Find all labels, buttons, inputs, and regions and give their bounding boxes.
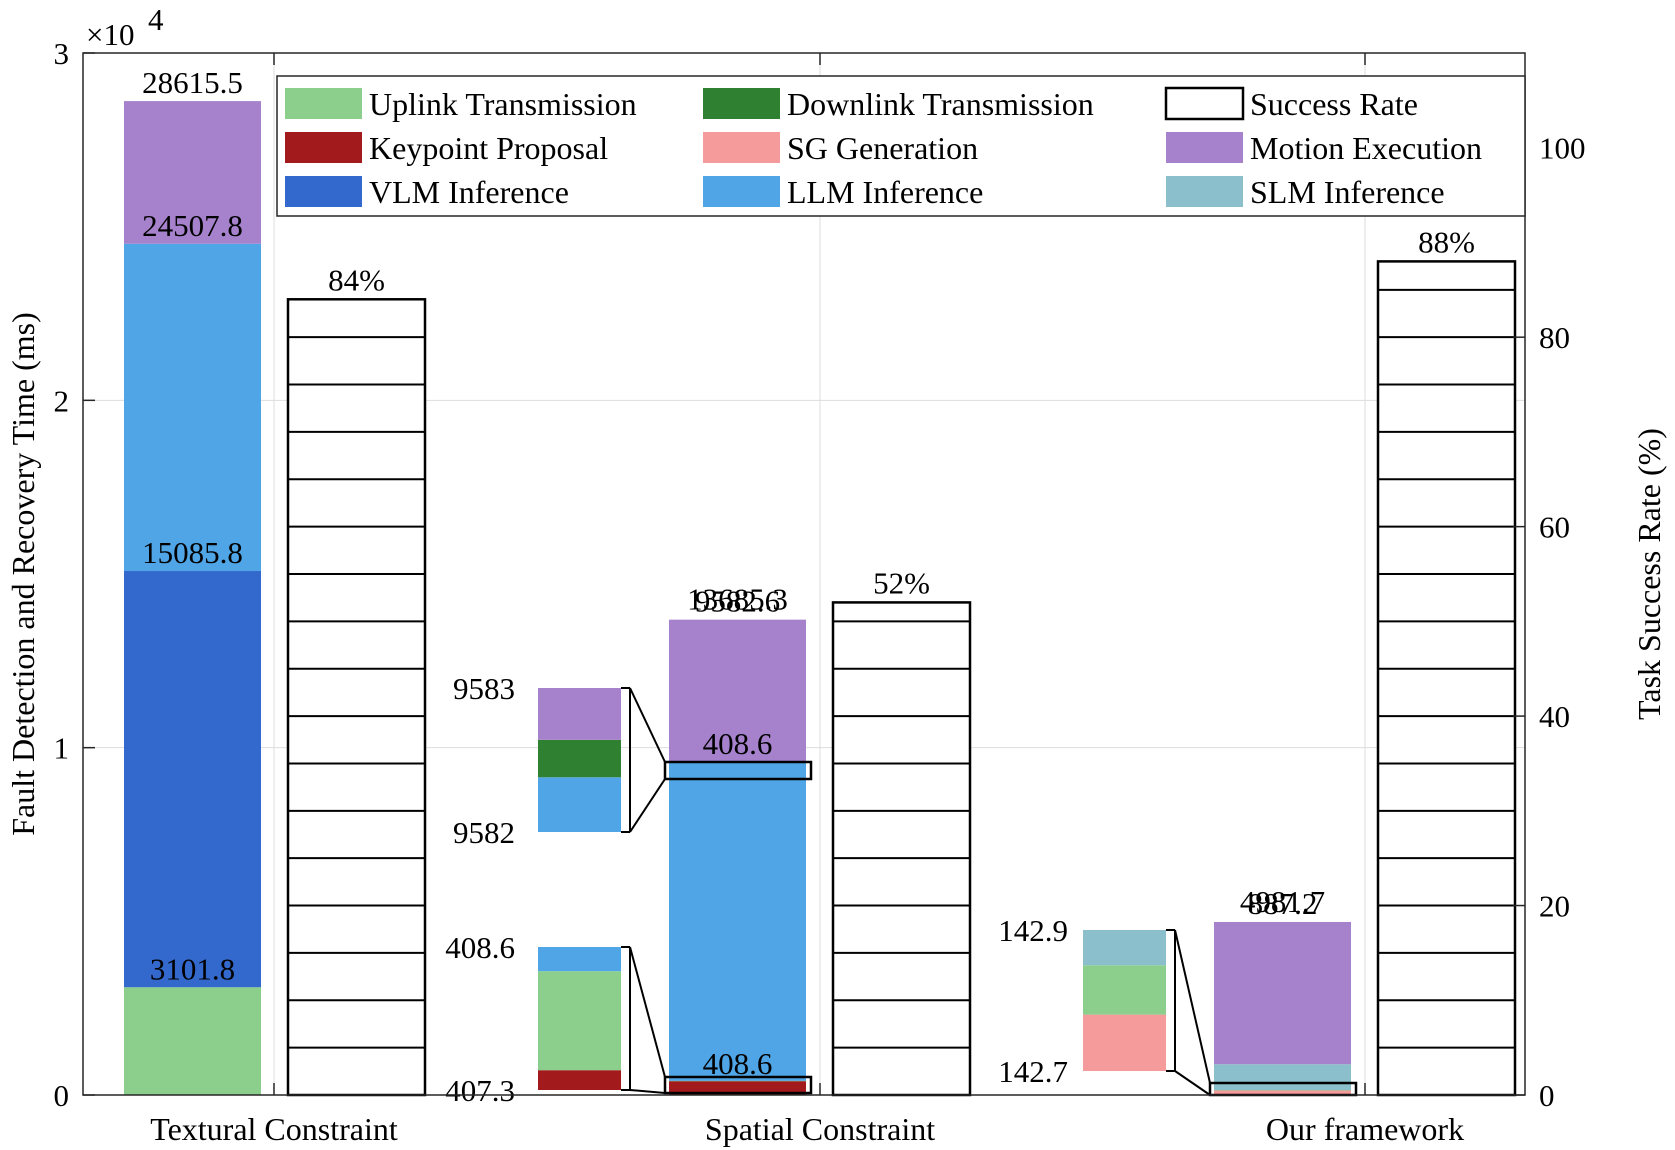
bar-segment-uplink-transmission [124, 987, 261, 1095]
inset-range-label-low: 142.7 [998, 1054, 1068, 1089]
bar-segment-motion-execution [124, 101, 261, 244]
legend-swatch-llm-inference [703, 176, 780, 207]
zoom-connector-line [629, 778, 666, 833]
bar-segment-sg-generation [1214, 1090, 1351, 1095]
zoom-connector-line [629, 1089, 666, 1094]
legend: Uplink Transmission Downlink Transmission… [276, 75, 1526, 217]
legend-swatch-vlm-inference [285, 176, 362, 207]
category-label: Spatial Constraint [705, 1111, 935, 1147]
bar-segment-keypoint-proposal [669, 1080, 806, 1095]
success-rate-bar [286, 298, 427, 1097]
legend-swatch-slm-inference [1166, 176, 1243, 207]
bar-segment-uplink-transmission [1214, 1090, 1351, 1091]
success-rate-label: 52% [873, 565, 930, 600]
legend-label: Success Rate [1250, 86, 1418, 122]
plot-frame [82, 52, 1526, 1096]
bar-segment-llm-inference [124, 243, 261, 572]
right-tick-label: 40 [1539, 699, 1570, 734]
segment-value-label: 408.6 [703, 726, 773, 761]
left-tick-label: 2 [54, 383, 70, 418]
inset-segment-downlink-transmission [538, 739, 621, 778]
segment-value-label: 887.2 [1248, 886, 1318, 921]
success-rate-label: 84% [328, 262, 385, 297]
inset-segment-llm-inference [538, 777, 621, 832]
axis-exponent-power: 4 [148, 2, 164, 37]
legend-label: Motion Execution [1250, 130, 1482, 166]
bar-segment-slm-inference [1214, 1064, 1351, 1091]
right-tick-label: 100 [1539, 131, 1586, 166]
success-rate-bar [831, 601, 972, 1097]
inset-segment-uplink-transmission [1083, 965, 1166, 1015]
inset-segment-keypoint-proposal [538, 1070, 621, 1090]
right-tick-label: 0 [1539, 1078, 1555, 1113]
bars: 3101.8 15085.8 24507.8 28615.5 408.6 9582.613… [124, 65, 1517, 1097]
left-tick-label: 3 [54, 36, 70, 71]
legend-label: Keypoint Proposal [369, 130, 608, 166]
segment-value-label: 3101.8 [150, 951, 235, 986]
inset-segment-llm-inference [538, 947, 621, 972]
bar-segment-motion-execution [1214, 921, 1351, 1065]
left-axis-title: Fault Detection and Recovery Time (ms) [5, 312, 41, 835]
legend-box [276, 75, 1526, 217]
category-label: Our framework [1266, 1111, 1464, 1147]
legend-label: Downlink Transmission [787, 86, 1094, 122]
total-value-label: 4981.7 [1240, 884, 1325, 919]
right-tick-label: 60 [1539, 510, 1570, 545]
left-tick-label: 0 [54, 1078, 70, 1113]
zoom-region-box [663, 1075, 813, 1095]
right-axis-title: Task Success Rate (%) [1631, 428, 1667, 720]
success-rate-label: 88% [1418, 224, 1475, 259]
zoom-connector-line [1174, 929, 1211, 1084]
segment-value-label: 24507.8 [142, 208, 243, 243]
legend-label: VLM Inference [369, 174, 569, 210]
inset-range-label-high: 408.6 [445, 930, 515, 965]
legend-swatch-downlink-transmission [703, 88, 780, 119]
inset-segment-slm-inference [1083, 930, 1166, 966]
bar-segment-motion-execution [669, 619, 806, 763]
zoom-connector-line [629, 687, 666, 763]
legend-swatch-uplink-transmission [285, 88, 362, 119]
inset-segment-motion-execution [538, 688, 621, 740]
inset-range-label-low: 9582 [453, 815, 515, 850]
segment-value-label: 15085.8 [142, 535, 243, 570]
legend-label: SLM Inference [1250, 174, 1445, 210]
zoom-insets: 9583 9582 408.6 407.3 142.9 142.7 408.6 [445, 671, 1358, 1108]
legend-label: LLM Inference [787, 174, 983, 210]
bar-segment-uplink-transmission [669, 1080, 806, 1082]
legend-label: Uplink Transmission [369, 86, 637, 122]
bar-segment-llm-inference [669, 762, 806, 1081]
legend-label: SG Generation [787, 130, 978, 166]
zoom-connector-line [1174, 1070, 1211, 1096]
legend-swatch-keypoint-proposal [285, 132, 362, 163]
zoom-connector-line [629, 946, 666, 1078]
legend-swatch-success-rate [1164, 86, 1245, 121]
bar-segment-vlm-inference [124, 571, 261, 988]
category-label: Textural Constraint [150, 1111, 398, 1147]
right-tick-label: 80 [1539, 320, 1570, 355]
axis-exponent-label: ×10 [86, 17, 134, 52]
inset-range-label-high: 142.9 [998, 913, 1068, 948]
inset-range-label-high: 9583 [453, 671, 515, 706]
segment-value-label: 28615.5 [142, 65, 243, 100]
legend-swatch-sg-generation [703, 132, 780, 163]
legend-swatch-motion-execution [1166, 132, 1243, 163]
zoom-region-box [663, 760, 813, 781]
left-tick-label: 1 [54, 731, 70, 766]
inset-range-label-low: 407.3 [445, 1073, 515, 1108]
inset-segment-sg-generation [1083, 1014, 1166, 1071]
segment-value-label: 408.6 [703, 1046, 773, 1081]
total-value-label: 13685.3 [687, 582, 788, 617]
right-tick-label: 20 [1539, 889, 1570, 924]
inset-segment-uplink-transmission [538, 971, 621, 1071]
segment-value-label: 9582.6 [695, 584, 780, 619]
success-rate-bar [1376, 260, 1517, 1097]
